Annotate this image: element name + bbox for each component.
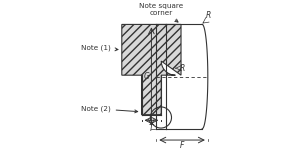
Polygon shape: [122, 24, 181, 115]
Text: R: R: [180, 64, 185, 73]
Text: R: R: [206, 11, 211, 20]
Text: T: T: [149, 124, 154, 133]
Text: G: G: [143, 72, 149, 81]
Text: Note (2): Note (2): [81, 105, 138, 113]
Text: F: F: [180, 142, 184, 150]
Text: Note square
corner: Note square corner: [139, 3, 183, 22]
Text: Note (1): Note (1): [81, 45, 118, 51]
